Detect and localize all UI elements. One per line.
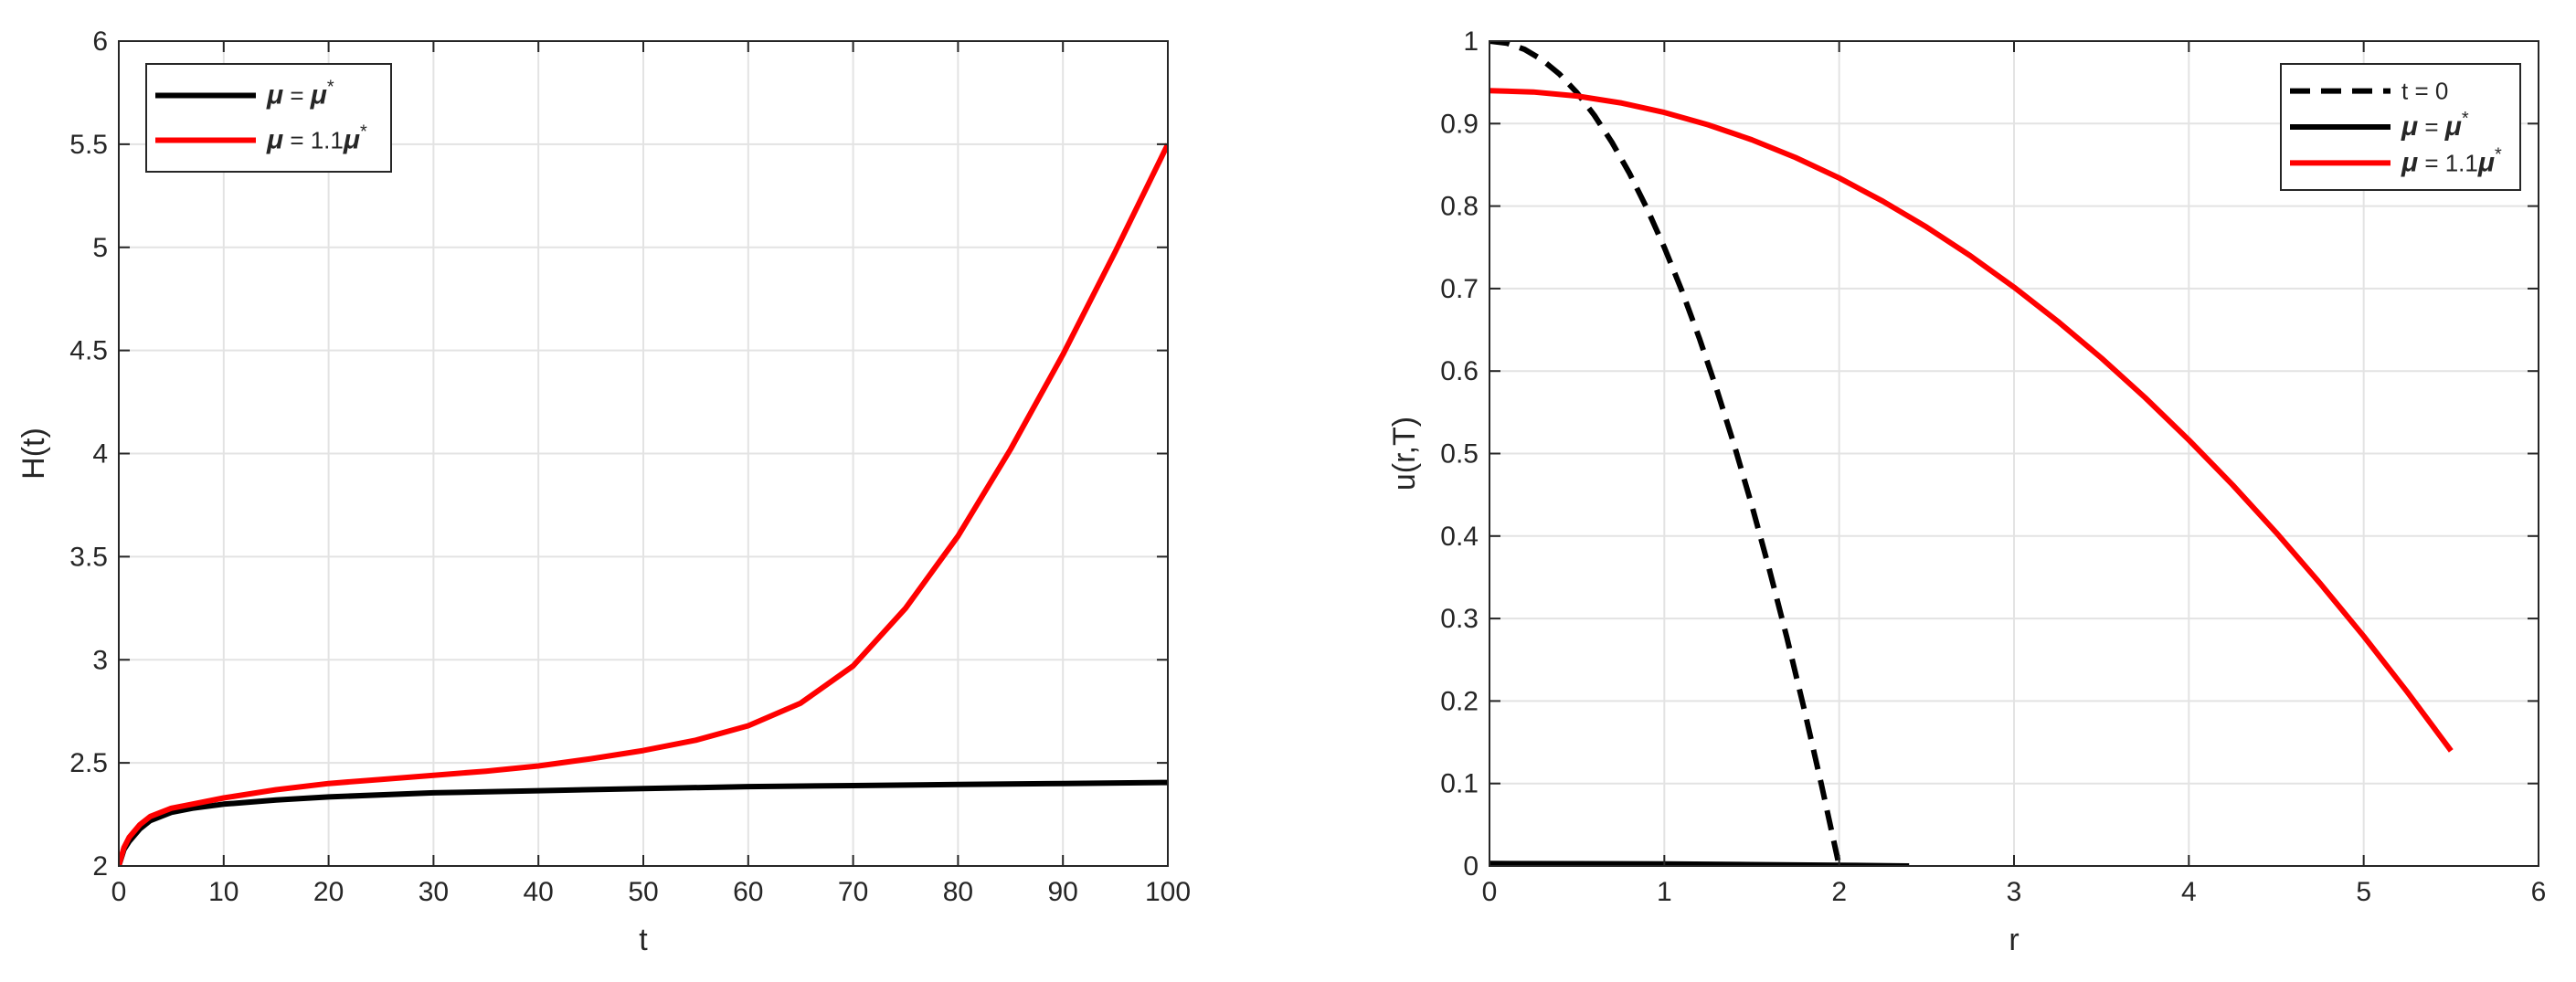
x-tick-label: 60 bbox=[733, 877, 763, 907]
x-tick-label: 80 bbox=[943, 877, 973, 907]
x-tick-label: 4 bbox=[2181, 877, 2197, 907]
x-tick-label: 20 bbox=[313, 877, 344, 907]
y-tick-label: 0.3 bbox=[1440, 604, 1479, 634]
y-tick-label: 0.6 bbox=[1440, 356, 1479, 386]
x-tick-label: 70 bbox=[838, 877, 868, 907]
series-line-2 bbox=[119, 143, 1168, 866]
chart-panel-2: 0 1 2 3 4 5 6 0 0.1 0.2 0.3 0.4 0.5 0.6 0.7 0.8 0.9 1 r u(r… bbox=[1387, 26, 2546, 957]
chart-panel-1: 0 10 20 30 40 50 60 70 80 90 100 2 2.5 3 3.5 4 4.5 5 5.5 6 t… bbox=[16, 26, 1191, 957]
y-tick-label: 4 bbox=[92, 439, 108, 470]
y-tick-label: 2.5 bbox=[69, 748, 108, 778]
y-tick-label: 5 bbox=[92, 233, 108, 263]
x-axis-label: r bbox=[2009, 923, 2019, 957]
x-tick-label: 0 bbox=[1482, 877, 1498, 907]
x-tick-label: 5 bbox=[2356, 877, 2371, 907]
y-tick-label: 3.5 bbox=[69, 542, 108, 572]
x-tick-label: 40 bbox=[524, 877, 554, 907]
y-tick-label: 1 bbox=[1463, 26, 1479, 57]
x-tick-label: 50 bbox=[628, 877, 658, 907]
x-tick-label: 0 bbox=[111, 877, 127, 907]
legend-label: μ = μ* bbox=[266, 78, 334, 111]
y-tick-label: 3 bbox=[92, 645, 108, 675]
x-axis-label: t bbox=[639, 923, 648, 957]
y-tick-label: 0.1 bbox=[1440, 769, 1479, 799]
legend: t = 0 μ = μ*μ = 1.1μ* bbox=[2280, 63, 2521, 191]
y-tick-label: 0.2 bbox=[1440, 686, 1479, 716]
series-line-3 bbox=[1489, 88, 2454, 753]
legend: μ = μ* μ = 1.1μ* bbox=[145, 63, 392, 173]
x-tick-label: 3 bbox=[2007, 877, 2022, 907]
y-axis-label: u(r,T) bbox=[1387, 417, 1422, 491]
x-tick-label: 2 bbox=[1831, 877, 1847, 907]
x-tick-label: 1 bbox=[1657, 877, 1672, 907]
legend-label: μ = μ* bbox=[2401, 109, 2469, 142]
y-axis-label: H(t) bbox=[16, 428, 51, 480]
y-tick-label: 4.5 bbox=[69, 336, 108, 366]
legend-label: t = 0 bbox=[2401, 78, 2448, 105]
y-tick-label: 0.4 bbox=[1440, 522, 1479, 552]
legend-label: μ = 1.1μ* bbox=[2401, 144, 2502, 177]
x-tick-label: 6 bbox=[2531, 877, 2547, 907]
y-tick-label: 5.5 bbox=[69, 130, 108, 160]
legend-label: μ = 1.1μ* bbox=[266, 122, 367, 155]
y-tick-label: 0.9 bbox=[1440, 109, 1479, 139]
x-tick-label: 10 bbox=[208, 877, 239, 907]
x-tick-label: 100 bbox=[1145, 877, 1191, 907]
y-tick-label: 0.8 bbox=[1440, 192, 1479, 222]
x-tick-label: 90 bbox=[1048, 877, 1078, 907]
series-line-1 bbox=[1489, 41, 1842, 866]
y-tick-label: 0.7 bbox=[1440, 274, 1479, 304]
legend-box bbox=[145, 63, 392, 173]
y-tick-label: 0.5 bbox=[1440, 439, 1479, 470]
x-tick-label: 30 bbox=[419, 877, 449, 907]
y-tick-label: 0 bbox=[1463, 851, 1479, 882]
y-tick-label: 2 bbox=[92, 851, 108, 882]
y-tick-label: 6 bbox=[92, 26, 108, 57]
